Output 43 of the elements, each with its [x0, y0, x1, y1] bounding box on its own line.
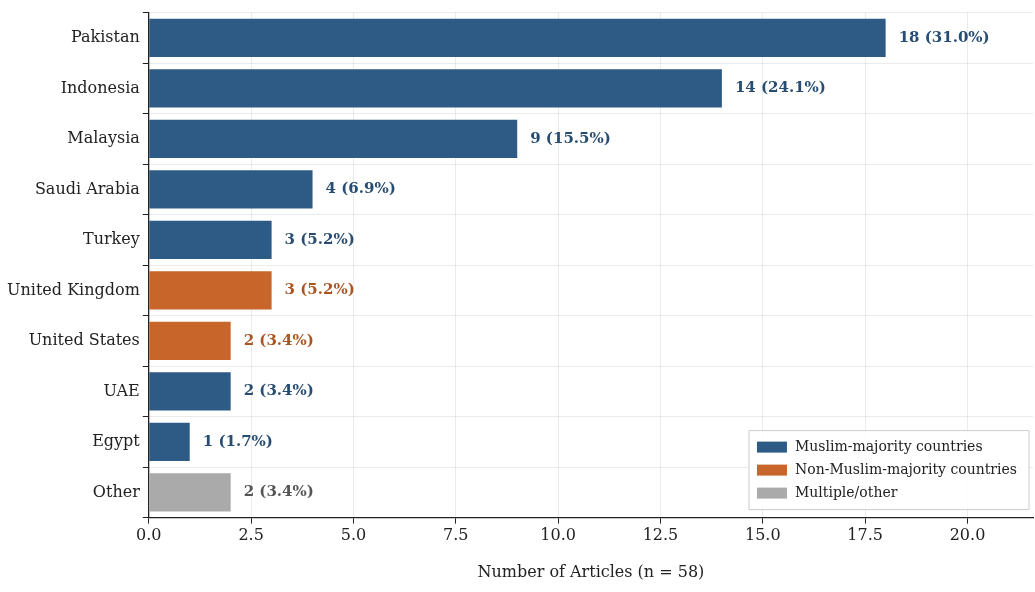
x-tick-label: 12.5 — [642, 525, 679, 545]
y-tick-label: UAE — [103, 380, 140, 400]
bar — [149, 170, 313, 209]
y-tick-label: United States — [28, 330, 140, 350]
y-tick-label: Egypt — [92, 431, 141, 451]
bar — [149, 119, 518, 159]
data-label: 2 (3.4%) — [243, 381, 314, 400]
data-label: 3 (5.2%) — [284, 280, 355, 299]
legend-label: Multiple/other — [794, 484, 898, 501]
x-tick-label: 17.5 — [847, 525, 883, 545]
bar — [149, 69, 722, 108]
data-label: 4 (6.9%) — [325, 179, 396, 198]
x-tick-label: 20.0 — [949, 525, 986, 545]
y-tick-label: Malaysia — [67, 128, 141, 148]
data-label: 2 (3.4%) — [243, 482, 314, 501]
x-tick-label: 10.0 — [540, 525, 576, 545]
x-tick-label: 5.0 — [340, 525, 367, 545]
legend-label: Non-Muslim-majority countries — [794, 461, 1018, 478]
data-label: 1 (1.7%) — [202, 431, 273, 450]
x-axis-title: Number of Articles (n = 58) — [477, 561, 705, 581]
y-tick-label: Turkey — [82, 229, 140, 249]
data-label: 14 (24.1%) — [734, 78, 826, 97]
bar — [149, 422, 190, 462]
data-label: 3 (5.2%) — [284, 229, 355, 248]
y-tick-label: Indonesia — [60, 77, 141, 97]
legend-label: Muslim-majority countries — [794, 438, 983, 455]
x-tick-label: 7.5 — [443, 525, 469, 545]
y-tick-label: Saudi Arabia — [34, 178, 141, 198]
bar — [149, 220, 272, 260]
data-label: 2 (3.4%) — [243, 330, 314, 349]
y-tick-label: Other — [92, 481, 141, 501]
y-tick-label: United Kingdom — [7, 279, 140, 299]
data-label: 9 (15.5%) — [530, 128, 611, 147]
bar — [149, 18, 886, 58]
bar — [149, 271, 272, 310]
x-tick-label: 0.0 — [136, 525, 162, 545]
x-tick-label: 15.0 — [745, 525, 781, 545]
y-tick-label: Pakistan — [70, 27, 140, 47]
bar — [149, 473, 231, 512]
data-label: 18 (31.0%) — [898, 27, 990, 46]
bar — [149, 372, 231, 411]
bar — [149, 321, 231, 361]
x-tick-label: 2.5 — [238, 525, 264, 545]
